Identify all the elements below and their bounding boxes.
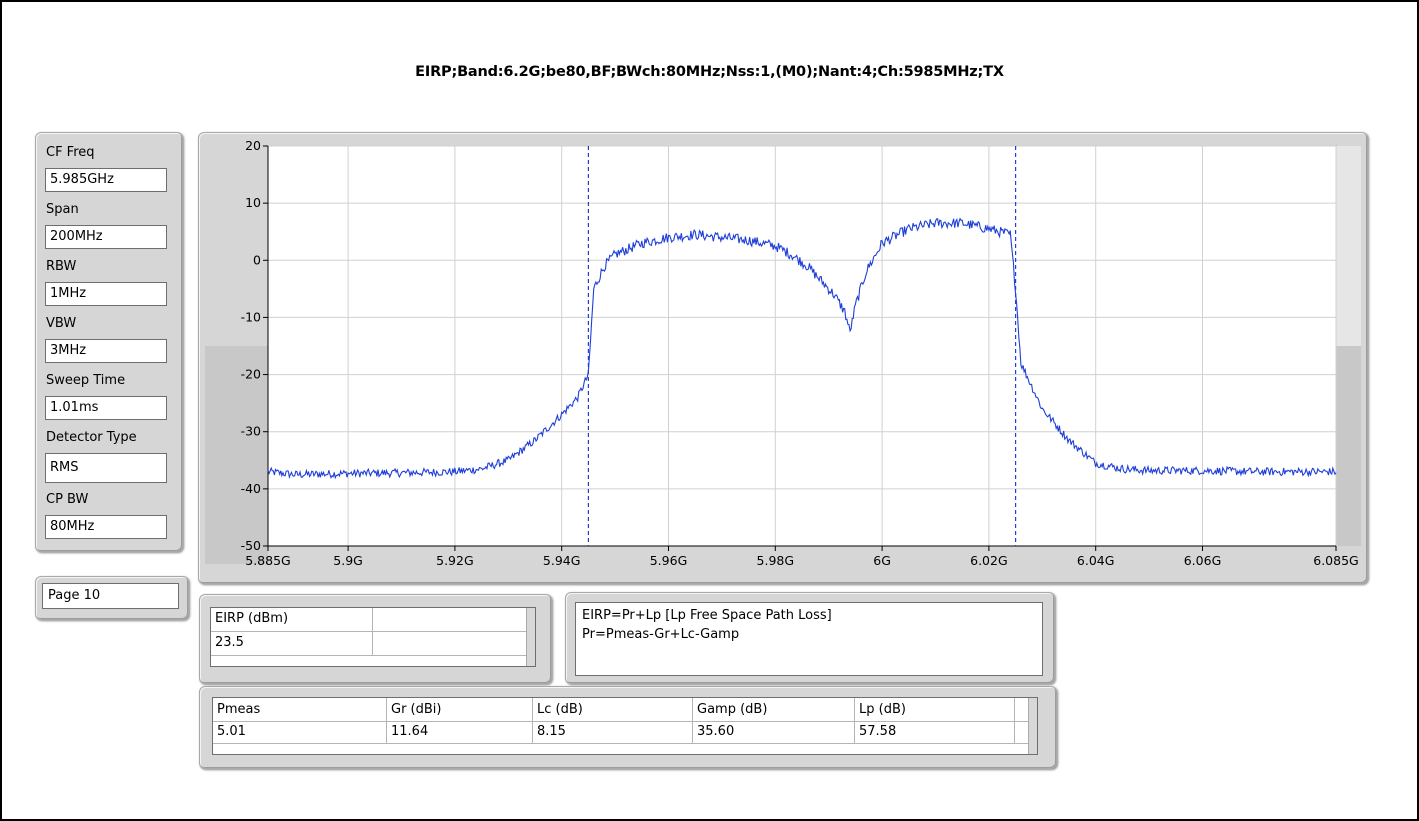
page-indicator[interactable]: Page 10 — [42, 583, 179, 609]
x-tick-label: 5.96G — [650, 553, 688, 568]
x-tick-label: 6.02G — [970, 553, 1008, 568]
meas-value-cell: 5.01 — [213, 722, 387, 744]
plot-side-strip-dark — [1336, 346, 1361, 546]
spectrum-plot: 20 10 0 -10 -20 -30 -40 -505.885G 5.9G 5.92G 5.94G… — [205, 138, 1361, 568]
cf-freq-label: CF Freq — [42, 141, 176, 165]
meas-header-cell: Lp (dB) — [855, 698, 1015, 722]
x-tick-label: 6.085G — [1313, 553, 1358, 568]
formula-panel: EIRP=Pr+Lp [Lp Free Space Path Loss] Pr=… — [565, 592, 1055, 684]
plot-side-strip-light — [1336, 146, 1361, 346]
span-field[interactable]: 200MHz — [45, 225, 167, 249]
vbw-label: VBW — [42, 312, 176, 336]
cp-bw-field[interactable]: 80MHz — [45, 515, 167, 539]
measurement-table: Pmeas Gr (dBi) Lc (dB) Gamp (dB) Lp (dB)… — [212, 697, 1038, 755]
eirp-table: EIRP (dBm) 23.5 — [210, 607, 536, 667]
cp-bw-label: CP BW — [42, 488, 176, 512]
y-tick-label: 20 — [245, 138, 261, 153]
rbw-field[interactable]: 1MHz — [45, 282, 167, 306]
plot-left-strip-dark — [205, 346, 268, 564]
sweep-time-field[interactable]: 1.01ms — [45, 396, 167, 420]
cf-freq-field[interactable]: 5.985GHz — [45, 168, 167, 192]
chart-panel: 20 10 0 -10 -20 -30 -40 -50 5.885G 5.9G 5.92G 5.94G… — [198, 132, 1368, 584]
x-tick-label: 6.06G — [1184, 553, 1222, 568]
chart-title: EIRP;Band:6.2G;be80,BF;BWch:80MHz;Nss:1,… — [415, 64, 1004, 80]
meas-value-empty-cell — [1015, 722, 1029, 744]
y-tick-label: -40 — [241, 481, 261, 496]
meas-value-cell: 35.60 — [693, 722, 855, 744]
x-tick-label: 5.885G — [245, 553, 290, 568]
rbw-label: RBW — [42, 255, 176, 279]
detector-type-field[interactable]: RMS — [45, 453, 167, 483]
formula-note: EIRP=Pr+Lp [Lp Free Space Path Loss] Pr=… — [575, 602, 1043, 676]
eirp-value-cell: 23.5 — [211, 632, 373, 656]
measurement-panel: Pmeas Gr (dBi) Lc (dB) Gamp (dB) Lp (dB)… — [199, 686, 1057, 769]
x-tick-label: 6G — [873, 553, 891, 568]
vbw-field[interactable]: 3MHz — [45, 339, 167, 363]
x-tick-label: 5.92G — [436, 553, 474, 568]
y-tick-label: -50 — [241, 538, 261, 553]
meas-header-cell: Pmeas — [213, 698, 387, 722]
sweep-time-label: Sweep Time — [42, 369, 176, 393]
measurement-table-scrollbar[interactable] — [1028, 698, 1037, 754]
y-tick-label: 10 — [245, 195, 261, 210]
span-label: Span — [42, 198, 176, 222]
eirp-panel: EIRP (dBm) 23.5 — [199, 594, 552, 684]
meas-value-cell: 11.64 — [387, 722, 533, 744]
spectrum-trace — [267, 217, 1337, 480]
meas-value-cell: 57.58 — [855, 722, 1015, 744]
eirp-header-empty-cell — [373, 608, 527, 632]
detector-type-label: Detector Type — [42, 426, 176, 450]
formula-line-1: EIRP=Pr+Lp [Lp Free Space Path Loss] — [582, 608, 832, 623]
x-tick-label: 5.98G — [757, 553, 795, 568]
meas-header-empty-cell — [1015, 698, 1029, 722]
y-tick-label: -30 — [241, 424, 261, 439]
eirp-header-cell: EIRP (dBm) — [211, 608, 373, 632]
formula-line-2: Pr=Pmeas-Gr+Lc-Gamp — [582, 627, 740, 642]
meas-value-cell: 8.15 — [533, 722, 693, 744]
page-panel: Page 10 — [35, 576, 189, 620]
y-tick-label: -20 — [241, 367, 261, 382]
eirp-value-empty-cell — [373, 632, 527, 656]
plot-area — [267, 145, 1337, 547]
meas-header-cell: Gr (dBi) — [387, 698, 533, 722]
y-tick-label: 0 — [253, 252, 261, 267]
meas-header-cell: Lc (dB) — [533, 698, 693, 722]
parameter-panel: CF Freq 5.985GHz Span 200MHz RBW 1MHz VB… — [35, 132, 183, 552]
eirp-table-scrollbar[interactable] — [526, 608, 535, 666]
y-tick-label: -10 — [241, 309, 261, 324]
meas-header-cell: Gamp (dB) — [693, 698, 855, 722]
x-tick-label: 5.9G — [333, 553, 363, 568]
x-tick-label: 6.04G — [1077, 553, 1115, 568]
x-tick-label: 5.94G — [543, 553, 581, 568]
